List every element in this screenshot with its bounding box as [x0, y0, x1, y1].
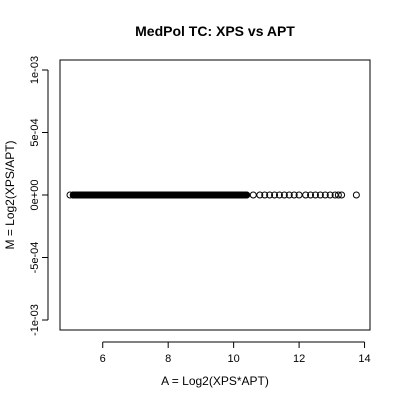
data-point: [311, 191, 319, 199]
data-point: [307, 191, 315, 199]
data-point: [69, 191, 77, 199]
data-point: [271, 191, 279, 199]
chart-title: MedPol TC: XPS vs APT: [135, 23, 295, 39]
data-point: [326, 191, 334, 199]
y-tick-label: -5e-04: [29, 242, 41, 274]
data-point: [352, 191, 360, 199]
y-axis-label: M = Log2(XPS/APT): [3, 140, 17, 249]
y-axis: -1e-03 -5e-04 0e+00 5e-04 1e-03: [29, 56, 49, 336]
data-point: [321, 191, 329, 199]
data-point: [338, 191, 346, 199]
data-point: [316, 191, 324, 199]
x-tick-label: 12: [293, 353, 305, 365]
data-point: [285, 191, 293, 199]
x-axis: 6 8 10 12 14: [100, 341, 371, 365]
data-point: [302, 191, 310, 199]
data-point: [280, 191, 288, 199]
data-point: [66, 191, 74, 199]
data-points: [66, 191, 360, 199]
data-point: [334, 191, 342, 199]
data-point: [256, 191, 264, 199]
data-point: [331, 191, 339, 199]
x-tick-label: 14: [358, 353, 370, 365]
y-tick-label: 5e-04: [29, 118, 41, 146]
y-tick-label: 1e-03: [29, 56, 41, 84]
data-point: [290, 191, 298, 199]
data-point: [295, 191, 303, 199]
data-point: [261, 191, 269, 199]
data-point: [249, 191, 257, 199]
data-point: [243, 191, 251, 199]
y-tick-label: 0e+00: [29, 180, 41, 211]
data-point: [266, 191, 274, 199]
x-tick-label: 6: [100, 353, 106, 365]
x-tick-label: 10: [228, 353, 240, 365]
x-tick-label: 8: [165, 353, 171, 365]
y-tick-label: -1e-03: [29, 304, 41, 336]
x-axis-label: A = Log2(XPS*APT): [161, 374, 269, 388]
data-point: [275, 191, 283, 199]
plot-area-frame: [59, 59, 371, 331]
